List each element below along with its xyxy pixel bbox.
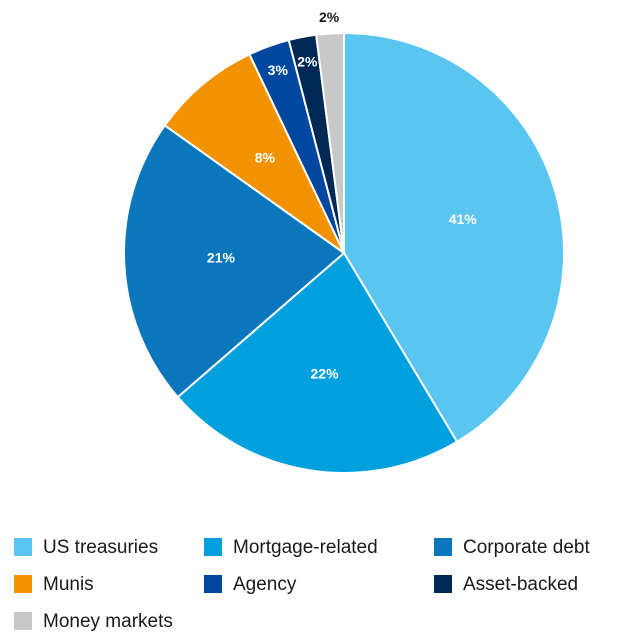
pie-slice — [123, 123, 346, 399]
slice-label: 3% — [268, 62, 289, 78]
pie-slice — [343, 31, 565, 444]
legend-swatch — [14, 612, 32, 630]
legend-label: US treasuries — [43, 537, 158, 558]
legend-swatch — [434, 575, 452, 593]
slice-label: 22% — [311, 365, 340, 381]
pie-slice — [315, 31, 345, 254]
legend-label: Asset-backed — [463, 574, 578, 595]
pie-slice — [163, 53, 347, 257]
legend-swatch — [14, 538, 32, 556]
legend-swatch — [204, 538, 222, 556]
slice-label: 2% — [319, 9, 340, 25]
legend-label: Corporate debt — [463, 537, 590, 558]
pie-slice — [176, 251, 459, 474]
legend-label: Money markets — [43, 611, 173, 632]
slice-label: 2% — [297, 54, 318, 70]
legend-swatch — [14, 575, 32, 593]
legend-label: Agency — [233, 574, 297, 595]
legend-swatch — [434, 538, 452, 556]
legend-label: Munis — [43, 574, 94, 595]
legend-swatch — [204, 575, 222, 593]
legend-label: Mortgage-related — [233, 537, 378, 558]
slice-label: 8% — [255, 149, 276, 165]
slice-label: 21% — [207, 250, 236, 266]
slice-label: 41% — [449, 211, 478, 227]
